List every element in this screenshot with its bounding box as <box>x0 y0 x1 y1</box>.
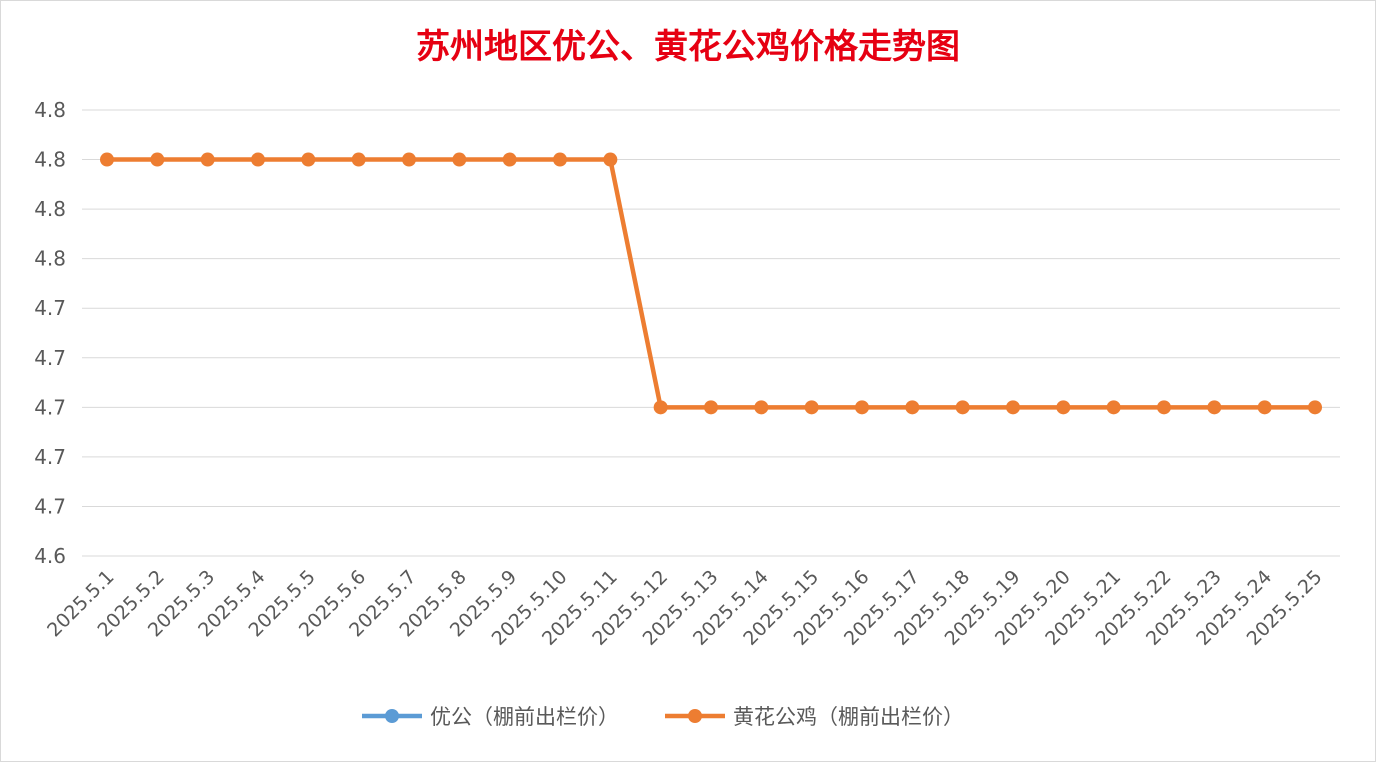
chart-title: 苏州地区优公、黄花公鸡价格走势图 <box>416 27 960 67</box>
data-point <box>1006 400 1020 415</box>
data-point <box>351 152 366 167</box>
data-point <box>1257 400 1272 415</box>
y-tick-label: 4.7 <box>34 494 66 518</box>
data-point <box>200 152 215 167</box>
data-point <box>1056 400 1071 415</box>
y-tick-label: 4.8 <box>34 247 66 271</box>
data-point <box>1106 400 1121 415</box>
series-layer <box>100 152 1322 415</box>
data-point <box>100 152 114 167</box>
data-point <box>150 152 165 167</box>
data-point <box>553 152 567 167</box>
legend: 优公（棚前出栏价） 黄花公鸡（棚前出栏价） <box>362 705 964 729</box>
data-point <box>301 152 316 167</box>
data-point <box>603 152 618 167</box>
data-point <box>905 400 920 415</box>
data-point <box>653 400 668 415</box>
gridlines <box>82 109 1340 557</box>
y-tick-label: 4.8 <box>34 98 66 122</box>
y-tick-label: 4.7 <box>34 346 66 370</box>
legend-label: 优公（棚前出栏价） <box>430 705 619 729</box>
data-point <box>1157 400 1171 415</box>
x-axis-ticks: 2025.5.12025.5.22025.5.32025.5.42025.5.5… <box>43 566 1326 650</box>
series-line <box>107 157 1315 410</box>
data-point <box>704 400 718 415</box>
y-tick-label: 4.7 <box>34 296 66 320</box>
y-tick-label: 4.6 <box>34 544 66 568</box>
y-axis-ticks: 4.6 4.7 4.7 4.7 4.7 4.7 4.8 4.8 4.8 4.8 <box>34 98 66 568</box>
data-point <box>502 152 517 167</box>
y-tick-label: 4.8 <box>34 197 66 221</box>
data-point <box>754 400 769 415</box>
legend-item: 优公（棚前出栏价） <box>362 705 619 729</box>
legend-marker-icon <box>385 709 399 723</box>
data-point <box>855 400 869 415</box>
data-point <box>402 152 416 167</box>
y-tick-label: 4.7 <box>34 395 66 419</box>
y-tick-label: 4.8 <box>34 148 66 172</box>
series-group <box>100 152 1322 415</box>
data-point <box>251 152 265 167</box>
legend-label: 黄花公鸡（棚前出栏价） <box>733 705 964 729</box>
y-tick-label: 4.7 <box>34 445 66 469</box>
legend-item: 黄花公鸡（棚前出栏价） <box>665 705 964 729</box>
data-point <box>955 400 970 415</box>
data-point <box>452 152 467 167</box>
legend-marker-icon <box>688 709 702 723</box>
data-point <box>1308 400 1322 415</box>
data-point <box>804 400 819 415</box>
data-point <box>1207 400 1222 415</box>
